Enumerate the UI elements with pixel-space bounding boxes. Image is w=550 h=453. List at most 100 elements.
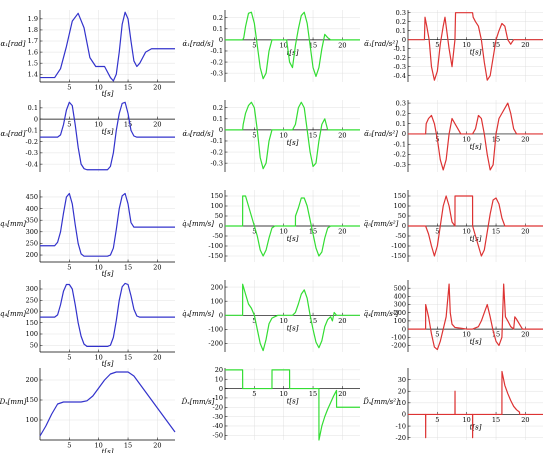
y-tick-label: 0.3: [396, 9, 406, 17]
x-axis-label: t[s]: [470, 143, 482, 151]
x-tick-label: 10: [463, 41, 471, 49]
x-tick-label: 10: [280, 317, 288, 325]
y-tick-label: 150: [394, 192, 406, 200]
x-tick-label: 5: [67, 442, 71, 450]
y-tick-label: -100: [391, 242, 406, 250]
y-tick-label: 1.4: [28, 70, 38, 78]
y-tick-label: 200: [26, 251, 38, 259]
y-axis-label: q₄[mm]: [0, 310, 26, 318]
y-tick-label: -20: [396, 434, 406, 442]
y-tick-label: 500: [394, 284, 406, 292]
x-tick-label: 5: [67, 354, 71, 362]
y-tick-label: 50: [398, 212, 406, 220]
x-tick-label: 15: [492, 41, 500, 49]
y-axis-label: α̇₁[rad/s]: [183, 40, 214, 48]
y-tick-label: 10: [215, 375, 223, 383]
x-tick-label: 20: [521, 41, 529, 49]
y-tick-label: 250: [26, 240, 38, 248]
series-line-a1d: [225, 11, 360, 80]
y-tick-label: -0.2: [210, 58, 223, 66]
y-tick-label: 0.1: [213, 25, 223, 33]
y-tick-label: -0.3: [393, 161, 406, 169]
series-line-q4d: [225, 283, 360, 352]
y-tick-label: 0.2: [213, 104, 223, 112]
x-tick-label: 10: [280, 41, 288, 49]
series-line-a5d: [225, 101, 360, 170]
x-axis-label: t[s]: [287, 235, 299, 243]
y-tick-label: -200: [208, 340, 223, 348]
y-tick-label: -0.2: [210, 148, 223, 156]
x-tick-label: 5: [67, 84, 71, 92]
x-tick-label: 20: [338, 131, 346, 139]
y-tick-label: 0.2: [396, 18, 406, 26]
x-tick-label: 10: [95, 442, 103, 450]
y-axis-label: Dₓ[mm]: [0, 398, 27, 406]
y-tick-label: 150: [26, 319, 38, 327]
y-tick-label: -20: [213, 403, 223, 411]
y-tick-label: 300: [394, 301, 406, 309]
y-axis-label: α̈₁[rad/s²]: [364, 40, 398, 48]
x-tick-label: 15: [124, 264, 132, 272]
x-tick-label: 20: [338, 41, 346, 49]
y-tick-label: -10: [213, 394, 223, 402]
y-tick-label: -50: [396, 232, 406, 240]
x-axis-label: t[s]: [470, 235, 482, 243]
y-tick-label: 0: [219, 36, 223, 44]
y-tick-label: -0.4: [393, 72, 406, 80]
x-tick-label: 20: [153, 442, 161, 450]
x-tick-label: 10: [280, 228, 288, 236]
x-tick-label: 20: [338, 390, 346, 398]
y-tick-label: 1.6: [28, 48, 38, 56]
series-line-dd: [225, 369, 360, 441]
y-tick-label: 20: [215, 366, 223, 374]
chart-a5: -0.4 -0.3 -0.2 -0.1 0 0.1 5 10 15 20 α₅[rad] t[s]: [1, 100, 175, 172]
chart-d: 100 150 200 5 10 15 20 Dₓ[mm] t[s]: [0, 368, 176, 453]
y-axis-label: Ḋₓ[mm/s]: [181, 397, 215, 406]
y-tick-label: 0: [402, 411, 406, 419]
x-tick-label: 15: [309, 390, 317, 398]
chart-ddd: -20 -10 0 10 20 30 5 10 15 20 D̈ₓ[mm/s²] t[s]: [362, 368, 543, 442]
x-tick-label: 20: [521, 228, 529, 236]
series-line-a1: [40, 11, 175, 82]
y-tick-label: 0: [402, 36, 406, 44]
y-tick-label: 0.2: [213, 14, 223, 22]
x-tick-label: 10: [95, 84, 103, 92]
y-tick-label: 1.8: [28, 26, 38, 34]
y-axis-label: q̈₄[mm/s²]: [364, 310, 399, 318]
y-tick-label: 50: [215, 212, 223, 220]
x-axis-label: t[s]: [287, 398, 299, 406]
x-tick-label: 5: [435, 416, 439, 424]
x-tick-label: 5: [252, 228, 256, 236]
y-tick-label: -0.1: [25, 127, 38, 135]
y-tick-label: 200: [26, 308, 38, 316]
x-tick-label: 20: [338, 317, 346, 325]
y-tick-label: 400: [26, 205, 38, 213]
y-tick-label: -30: [213, 413, 223, 421]
x-tick-label: 15: [492, 228, 500, 236]
y-tick-label: 250: [26, 296, 38, 304]
x-axis-label: t[s]: [470, 49, 482, 57]
y-tick-label: 0: [219, 222, 223, 230]
y-tick-label: 100: [26, 416, 38, 424]
y-axis-label: α̇₅[rad/s]: [183, 130, 214, 138]
y-tick-label: -0.3: [210, 159, 223, 167]
series-line-q4: [40, 282, 175, 347]
x-tick-label: 10: [280, 131, 288, 139]
x-tick-label: 5: [67, 264, 71, 272]
x-tick-label: 20: [153, 264, 161, 272]
y-tick-label: 450: [26, 193, 38, 201]
y-tick-label: 0: [34, 115, 38, 123]
x-tick-label: 10: [463, 135, 471, 143]
y-tick-label: 20: [398, 387, 406, 395]
y-tick-label: 0.1: [396, 120, 406, 128]
y-tick-label: 200: [211, 283, 223, 291]
y-tick-label: -0.1: [210, 137, 223, 145]
y-tick-label: -0.1: [393, 45, 406, 53]
series-line-a1dd: [408, 12, 543, 81]
chart-a1: 1.4 1.5 1.6 1.7 1.8 1.9 5 10 15 20 α₁[rad] t[s]: [1, 10, 175, 98]
y-tick-label: -0.2: [25, 138, 38, 146]
x-tick-label: 20: [153, 354, 161, 362]
x-tick-label: 15: [124, 84, 132, 92]
